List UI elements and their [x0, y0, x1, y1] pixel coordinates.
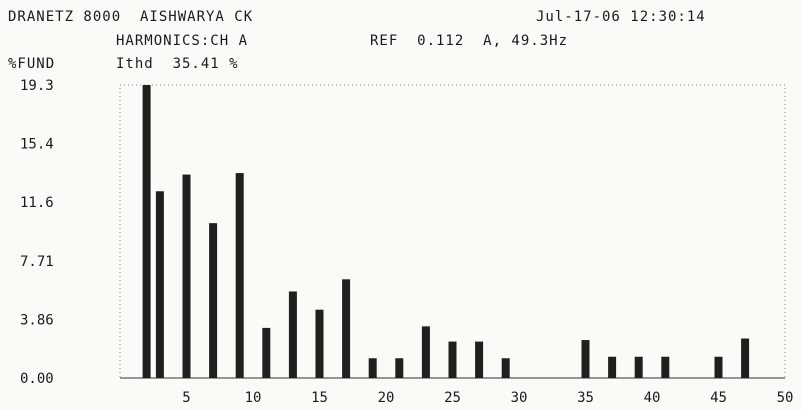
harmonic-bar: [142, 85, 151, 378]
x-tick-label: 30: [511, 390, 528, 406]
instrument-title: DRANETZ 8000 AISHWARYA CK: [8, 9, 254, 25]
harmonic-bar: [315, 309, 324, 378]
x-tick-label: 45: [710, 390, 727, 406]
harmonic-bar: [634, 356, 643, 378]
plot-frame: [119, 84, 786, 379]
harmonic-bar: [475, 341, 484, 378]
harmonic-bar: [661, 356, 670, 378]
harmonics-channel: HARMONICS:CH A: [116, 33, 249, 49]
harmonic-bar: [262, 327, 271, 378]
harmonic-bar: [342, 279, 351, 378]
harmonic-bar: [501, 358, 510, 378]
y-tick-label: 7.71: [20, 254, 54, 270]
harmonic-bar: [741, 338, 750, 378]
timestamp: Jul-17-06 12:30:14: [536, 9, 706, 25]
y-tick-label: 19.3: [20, 78, 54, 94]
harmonic-bar: [155, 191, 164, 378]
y-axis-label: %FUND: [8, 56, 56, 72]
harmonic-bar: [368, 358, 377, 378]
harmonic-bar: [235, 173, 244, 378]
x-tick-label: 50: [777, 390, 794, 406]
harmonic-bar: [395, 358, 404, 378]
y-tick-label: 3.86: [20, 312, 54, 328]
harmonic-bar: [448, 341, 457, 378]
x-tick-label: 25: [444, 390, 461, 406]
y-tick-label: 11.6: [20, 195, 54, 211]
harmonic-bar: [421, 326, 430, 378]
x-tick-label: 35: [577, 390, 594, 406]
x-tick-label: 20: [378, 390, 395, 406]
x-tick-label: 15: [311, 390, 328, 406]
x-tick-label: 5: [182, 390, 190, 406]
x-tick-label: 10: [245, 390, 262, 406]
y-tick-label: 0.00: [20, 371, 54, 387]
harmonic-bar: [182, 174, 191, 378]
harmonic-bar: [714, 356, 723, 378]
x-tick-label: 40: [644, 390, 661, 406]
harmonic-bar: [209, 223, 218, 378]
reference-readout: REF 0.112 A, 49.3Hz: [370, 33, 569, 49]
y-tick-label: 15.4: [20, 137, 54, 153]
harmonic-bar: [581, 340, 590, 378]
ithd-readout: Ithd 35.41 %: [116, 56, 239, 72]
harmonic-bar: [608, 356, 617, 378]
harmonic-bar: [288, 291, 297, 378]
